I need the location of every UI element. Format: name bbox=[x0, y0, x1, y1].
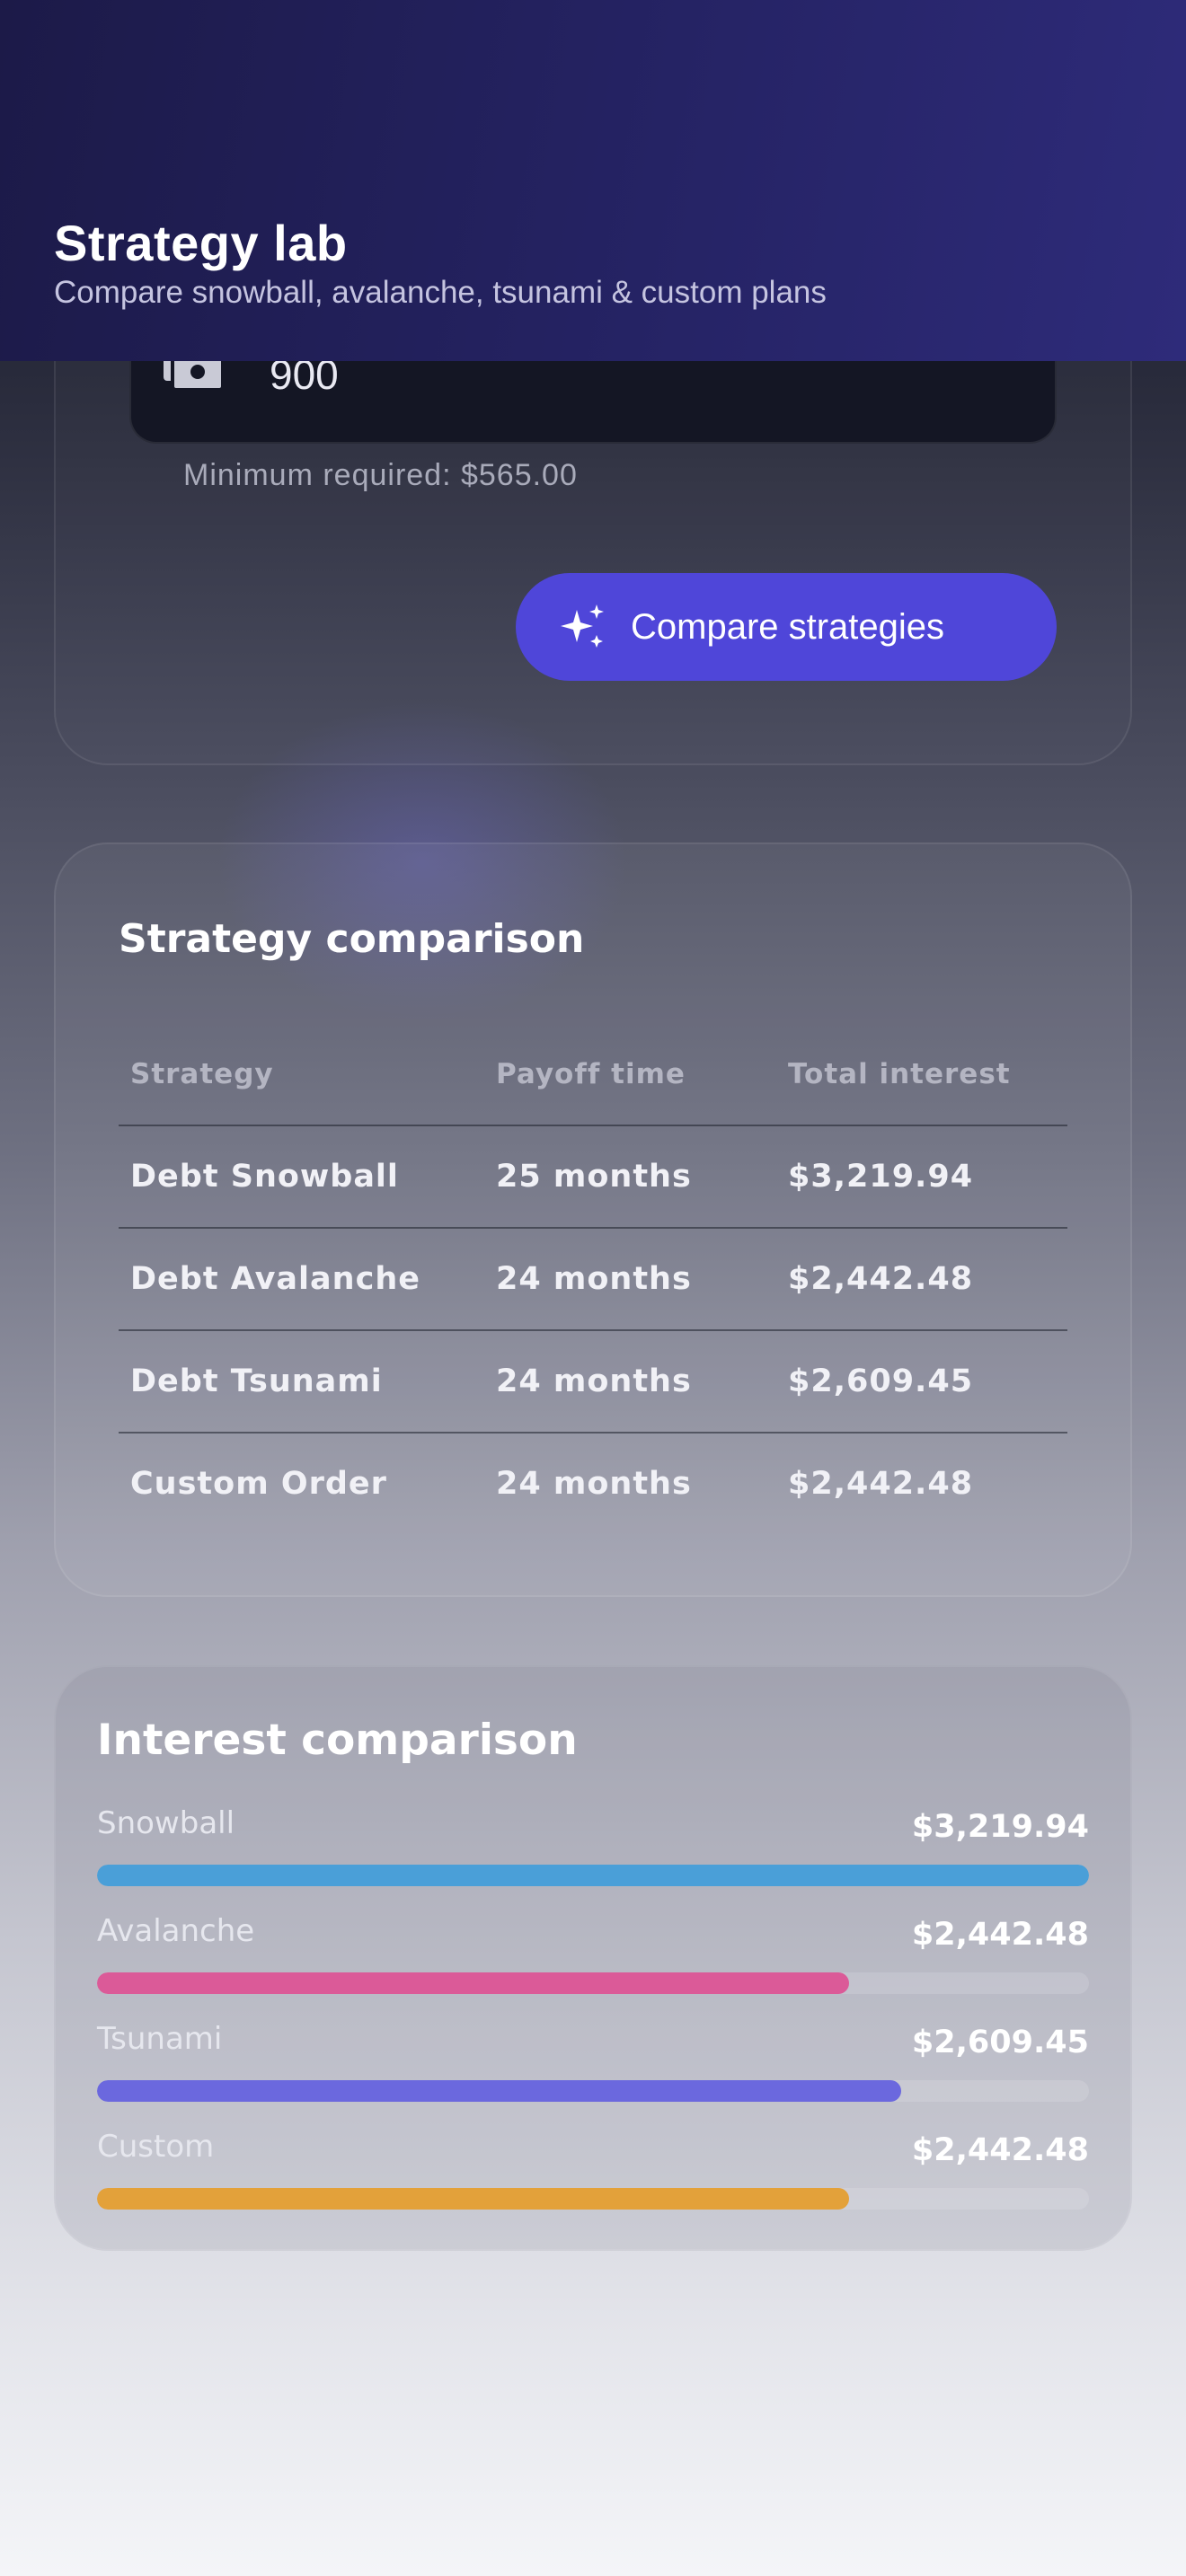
interest-label-snowball: Snowball bbox=[97, 1805, 235, 1841]
table-cell-payoff-time: 24 months bbox=[496, 1261, 692, 1297]
table-cell-payoff-time: 24 months bbox=[496, 1363, 692, 1399]
table-cell-payoff-time: 25 months bbox=[496, 1159, 692, 1195]
app-header: Strategy lab Compare snowball, avalanche… bbox=[0, 0, 1186, 361]
table-cell-strategy: Debt Tsunami bbox=[130, 1363, 383, 1399]
table-cell-strategy: Debt Snowball bbox=[130, 1159, 399, 1195]
interest-label-tsunami: Tsunami bbox=[97, 2021, 223, 2057]
table-cell-total-interest: $2,442.48 bbox=[788, 1466, 974, 1502]
interest-comparison-card bbox=[54, 1665, 1132, 2251]
column-header-total-interest: Total interest bbox=[788, 1058, 1011, 1090]
interest-bar-track bbox=[97, 2188, 1089, 2210]
interest-bar-track bbox=[97, 2080, 1089, 2102]
table-divider bbox=[119, 1432, 1067, 1434]
page-subtitle: Compare snowball, avalanche, tsunami & c… bbox=[54, 275, 827, 310]
interest-value-snowball: $3,219.94 bbox=[911, 1809, 1089, 1845]
minimum-required-text: Minimum required: $565.00 bbox=[183, 458, 578, 492]
column-header-payoff-time: Payoff time bbox=[496, 1058, 686, 1090]
interest-value-tsunami: $2,609.45 bbox=[911, 2025, 1089, 2060]
interest-label-custom: Custom bbox=[97, 2129, 215, 2165]
interest-bar-avalanche bbox=[97, 1972, 850, 1994]
table-cell-total-interest: $2,609.45 bbox=[788, 1363, 974, 1399]
interest-bar-track bbox=[97, 1865, 1089, 1886]
table-cell-strategy: Custom Order bbox=[130, 1466, 387, 1502]
table-cell-total-interest: $3,219.94 bbox=[788, 1159, 974, 1195]
strategy-comparison-card bbox=[54, 842, 1132, 1597]
interest-bar-snowball bbox=[97, 1865, 1089, 1886]
compare-strategies-label: Compare strategies bbox=[631, 606, 945, 647]
table-cell-strategy: Debt Avalanche bbox=[130, 1261, 420, 1297]
table-divider bbox=[119, 1329, 1067, 1331]
interest-value-custom: $2,442.48 bbox=[911, 2132, 1089, 2168]
sparkles-icon bbox=[561, 604, 604, 648]
table-divider bbox=[119, 1125, 1067, 1126]
table-divider bbox=[119, 1227, 1067, 1229]
interest-comparison-title: Interest comparison bbox=[97, 1716, 578, 1765]
compare-strategies-button[interactable]: Compare strategies bbox=[516, 573, 1057, 681]
table-cell-payoff-time: 24 months bbox=[496, 1466, 692, 1502]
page-title: Strategy lab bbox=[54, 215, 348, 271]
strategy-comparison-title: Strategy comparison bbox=[119, 916, 585, 962]
interest-label-avalanche: Avalanche bbox=[97, 1913, 255, 1949]
interest-bar-custom bbox=[97, 2188, 850, 2210]
column-header-strategy: Strategy bbox=[130, 1058, 274, 1090]
table-cell-total-interest: $2,442.48 bbox=[788, 1261, 974, 1297]
interest-value-avalanche: $2,442.48 bbox=[911, 1917, 1089, 1953]
interest-bar-tsunami bbox=[97, 2080, 901, 2102]
interest-bar-track bbox=[97, 1972, 1089, 1994]
